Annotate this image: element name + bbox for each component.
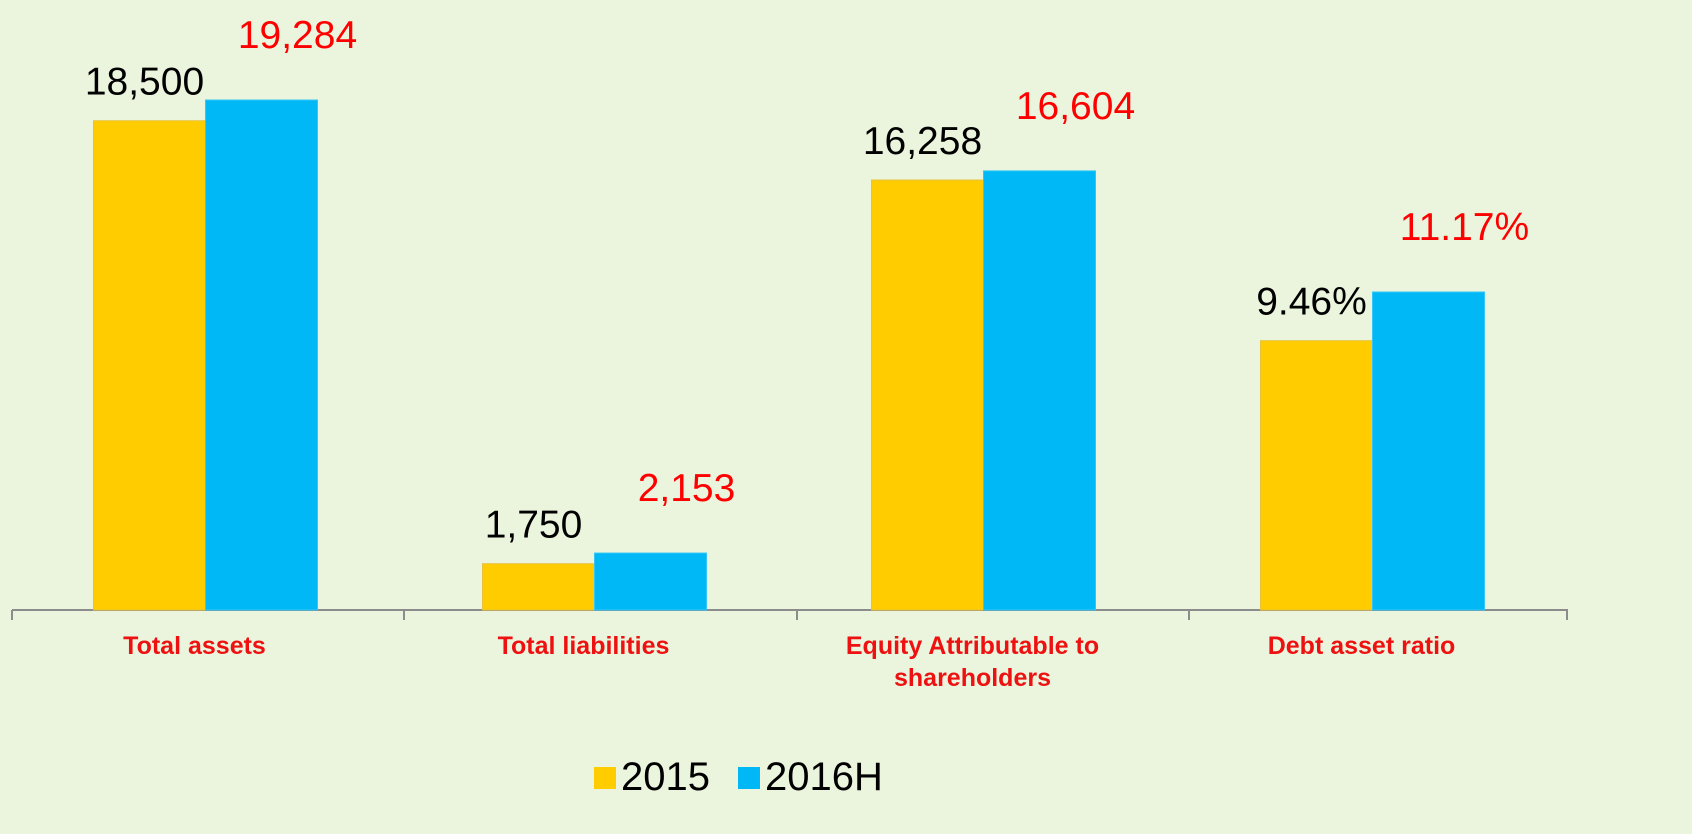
bar	[93, 120, 206, 611]
legend-swatch	[594, 767, 616, 789]
value-label: 18,500	[85, 61, 204, 104]
legend-label: 2016H	[765, 755, 883, 799]
value-label: 16,604	[1016, 85, 1135, 128]
value-label: 11.17%	[1400, 206, 1529, 249]
legend-label: 2015	[621, 755, 710, 799]
bar	[205, 99, 318, 611]
x-tick-label: Equity Attributable to shareholders	[845, 632, 1100, 692]
bar	[1372, 291, 1485, 611]
bar	[871, 179, 984, 611]
value-label: 19,284	[238, 14, 357, 57]
bar	[594, 552, 707, 611]
bar	[983, 170, 1096, 611]
value-label: 2,153	[638, 467, 736, 510]
x-tick-label: Total assets	[123, 632, 266, 660]
bar	[482, 563, 595, 611]
legend-swatch	[737, 767, 760, 789]
value-label: 1,750	[485, 504, 583, 547]
bar	[1260, 340, 1373, 611]
x-tick-label: Total liabilities	[497, 632, 670, 660]
x-tick-label: Debt asset ratio	[1267, 632, 1456, 660]
value-label: 16,258	[863, 120, 982, 163]
value-label: 9.46%	[1256, 281, 1367, 324]
